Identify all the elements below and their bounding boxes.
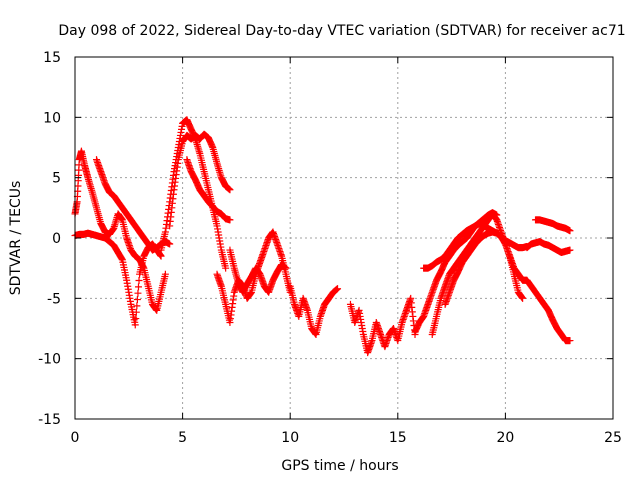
series-s8 — [226, 246, 290, 296]
y-tick-label: -15 — [38, 412, 61, 428]
data-point — [135, 277, 143, 285]
data-point — [166, 240, 174, 248]
y-tick-label: -10 — [38, 352, 61, 368]
data-point — [134, 289, 142, 297]
data-point — [282, 264, 290, 272]
series-s10 — [346, 294, 419, 357]
x-tick-label: 0 — [71, 430, 80, 446]
chart-title: Day 098 of 2022, Sidereal Day-to-day VTE… — [58, 23, 625, 39]
grid-lines — [75, 57, 613, 419]
data-point — [519, 294, 527, 302]
y-tick-label: 5 — [52, 171, 61, 187]
data-point — [566, 227, 574, 235]
series-s14 — [441, 228, 574, 345]
data-point — [222, 264, 230, 272]
y-tick-label: 0 — [52, 231, 61, 247]
data-point — [134, 283, 142, 291]
data-point — [161, 270, 169, 278]
data-point — [132, 315, 140, 323]
y-tick-label: 10 — [43, 110, 61, 126]
x-tick-label: 5 — [178, 430, 187, 446]
x-tick-label: 15 — [389, 430, 407, 446]
data-point — [226, 186, 234, 194]
x-tick-label: 20 — [496, 430, 514, 446]
axis-ticks: 0 5 10 15 20 25 -15 -10 -5 0 5 10 15 — [38, 50, 622, 446]
data-point — [226, 216, 234, 224]
data-point — [132, 308, 140, 316]
y-tick-label: -5 — [47, 291, 61, 307]
series-s9 — [286, 282, 342, 339]
x-axis-label: GPS time / hours — [281, 458, 398, 474]
series-s6 — [183, 156, 234, 224]
series-s4 — [157, 116, 230, 272]
data-points — [71, 116, 574, 357]
series-s16 — [523, 238, 574, 256]
data-point — [131, 321, 139, 329]
data-point — [133, 302, 141, 310]
data-point — [566, 337, 574, 345]
data-point — [334, 285, 342, 293]
data-point — [566, 246, 574, 254]
x-tick-label: 10 — [281, 430, 299, 446]
y-axis-label: SDTVAR / TECUs — [8, 181, 24, 296]
x-tick-label: 25 — [604, 430, 622, 446]
series-s13 — [428, 210, 527, 339]
data-point — [133, 296, 141, 304]
data-point — [157, 252, 165, 260]
series-s5 — [166, 130, 234, 230]
y-tick-label: 15 — [43, 50, 61, 66]
series-s15 — [532, 216, 574, 235]
